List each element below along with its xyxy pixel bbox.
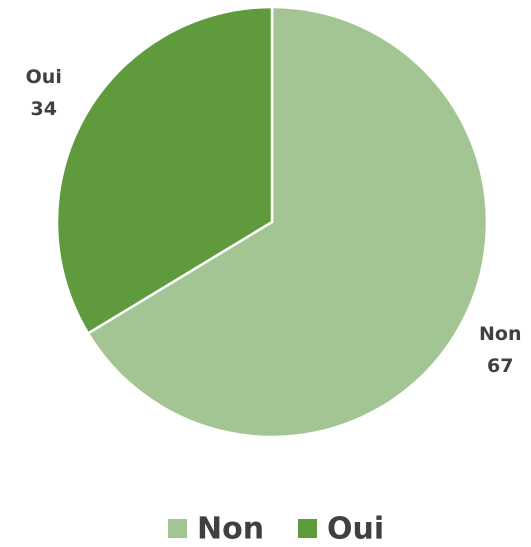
data-label-name: Oui [26,66,62,88]
data-label-name: Non [479,323,521,345]
legend-swatch [298,519,317,538]
legend-label: Non [197,512,264,547]
data-label-value: 67 [487,355,513,377]
data-label-value: 34 [31,98,57,120]
pie-slice [55,5,274,336]
pie-slice [86,5,489,439]
legend-swatch [168,519,187,538]
legend-label: Oui [327,512,384,547]
